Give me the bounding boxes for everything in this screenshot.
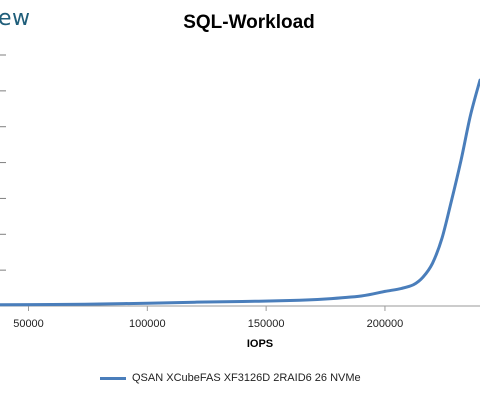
x-tick-label: 100000: [129, 318, 166, 330]
legend-swatch: [100, 376, 126, 380]
x-tick-label: 50000: [13, 318, 44, 330]
series-line: [0, 78, 480, 307]
x-tick-label: 150000: [248, 318, 285, 330]
x-tick-label: 200000: [367, 318, 404, 330]
legend: QSAN XCubeFAS XF3126D 2RAID6 26 NVMe: [100, 372, 361, 384]
chart-title: SQL-Workload: [183, 12, 315, 33]
legend-series-label: QSAN XCubeFAS XF3126D 2RAID6 26 NVMe: [132, 372, 361, 384]
x-tick-labels: 50000 100000 150000 200000: [13, 318, 403, 330]
x-axis-title: IOPS: [247, 338, 273, 350]
x-tick-marks: [28, 306, 386, 311]
gridlines: [0, 54, 6, 271]
brand-logo-fragment: ew: [0, 6, 31, 31]
